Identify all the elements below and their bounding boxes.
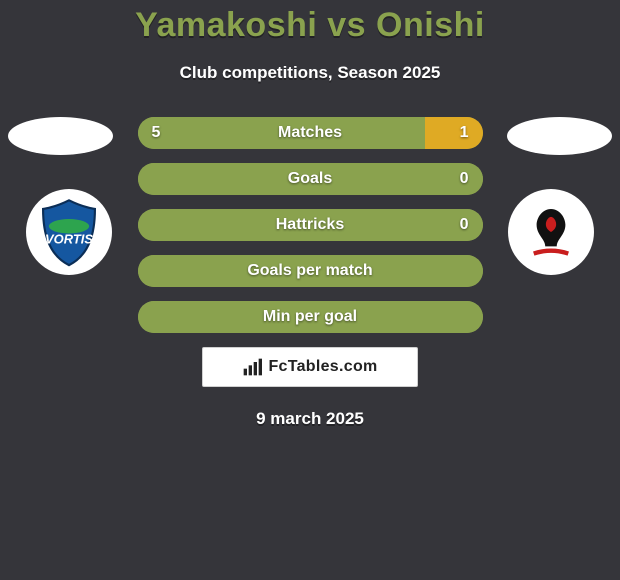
attribution-box: FcTables.com <box>202 347 418 387</box>
bar-chart-icon <box>242 357 262 377</box>
stat-fill-home <box>138 163 483 195</box>
stat-value-away: 0 <box>460 209 469 241</box>
stat-row: Matches51 <box>138 117 483 149</box>
stat-fill-home <box>138 209 483 241</box>
home-player-placeholder <box>8 117 113 155</box>
stat-row: Min per goal <box>138 301 483 333</box>
away-club-crest <box>508 189 594 275</box>
stat-fill-home <box>138 255 483 287</box>
page-title: Yamakoshi vs Onishi <box>0 6 620 45</box>
home-club-crest: VORTIS <box>26 189 112 275</box>
page-subtitle: Club competitions, Season 2025 <box>0 63 620 83</box>
stat-fill-home <box>138 117 425 149</box>
svg-text:VORTIS: VORTIS <box>45 232 93 247</box>
away-crest-icon <box>515 196 587 268</box>
stat-value-away: 1 <box>460 117 469 149</box>
home-crest-icon: VORTIS <box>33 196 105 268</box>
stat-fill-home <box>138 301 483 333</box>
date-line: 9 march 2025 <box>0 409 620 429</box>
stat-row: Hattricks0 <box>138 209 483 241</box>
stats-stage: VORTIS Matches51Goals0Hattricks0Goals pe… <box>0 117 620 429</box>
stat-value-away: 0 <box>460 163 469 195</box>
stat-row: Goals per match <box>138 255 483 287</box>
attribution-text: FcTables.com <box>268 358 377 376</box>
stat-row: Goals0 <box>138 163 483 195</box>
stat-value-home: 5 <box>152 117 161 149</box>
stats-bars: Matches51Goals0Hattricks0Goals per match… <box>138 117 483 333</box>
stat-fill-away <box>425 117 483 149</box>
away-player-placeholder <box>507 117 612 155</box>
comparison-card: Yamakoshi vs Onishi Club competitions, S… <box>0 0 620 429</box>
